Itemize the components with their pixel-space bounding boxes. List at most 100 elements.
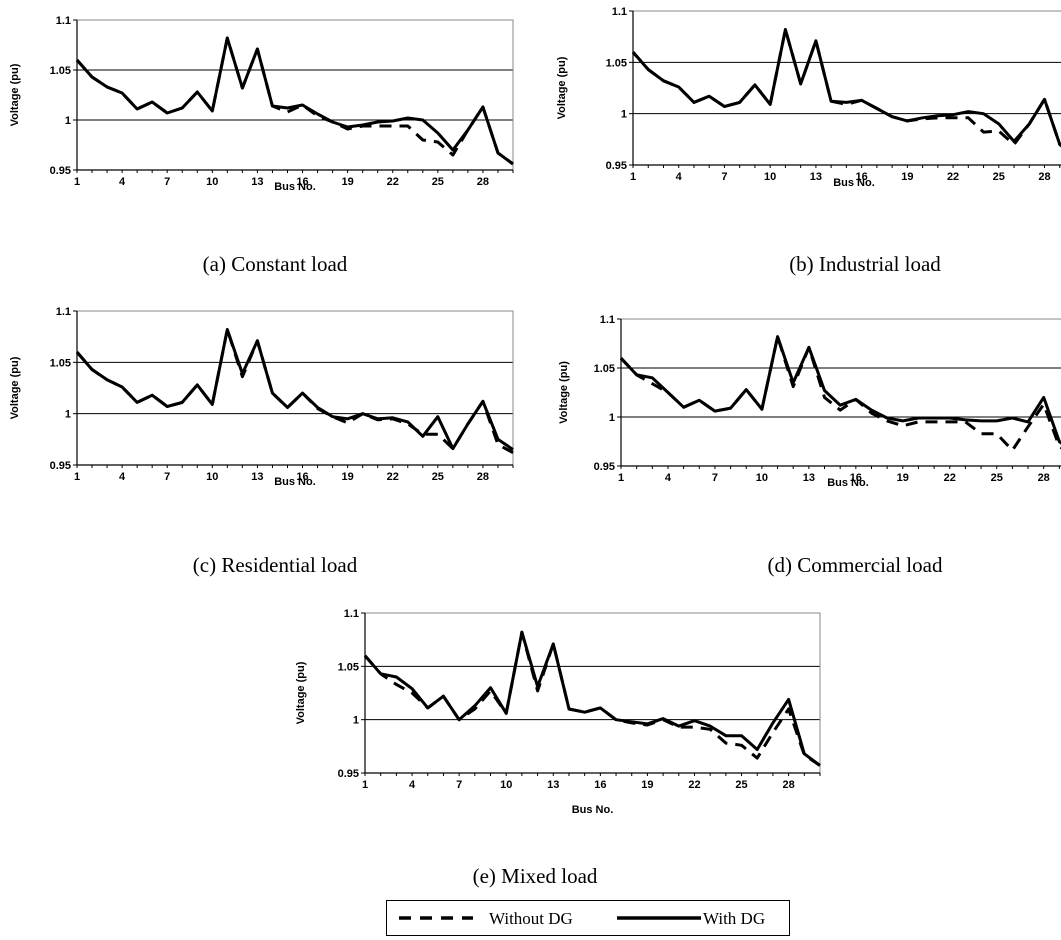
y-axis-label: Voltage (pu)	[9, 63, 21, 126]
x-axis-label: Bus No.	[274, 476, 316, 488]
y-axis-label: Voltage (pu)	[295, 661, 307, 724]
x-tick-label: 28	[477, 471, 489, 483]
series-line-with-dg	[75, 328, 514, 451]
y-tick-label: 0.95	[50, 165, 71, 177]
x-tick-label: 19	[901, 171, 913, 183]
chart-panel-mixed-load: 0.95 1 1.05 1.1 1 4 7 10 13 16 19 22 25 28 Bus No. Volt…	[280, 600, 821, 830]
y-tick-label: 1.05	[594, 363, 615, 375]
x-axis-label: Bus No.	[572, 804, 614, 816]
x-tick-label: 7	[456, 779, 462, 791]
x-tick-label: 4	[119, 471, 126, 483]
x-tick-label: 13	[251, 176, 263, 188]
chart-panel-constant-load: 0.95 1 1.05 1.1 1 4 7 10 13 16 19 22 25 28 Bus No. Volt…	[0, 0, 520, 200]
x-tick-label: 19	[897, 472, 909, 484]
x-tick-label: 10	[500, 779, 512, 791]
series-line-without-dg	[631, 28, 1061, 148]
x-tick-label: 13	[810, 171, 822, 183]
y-tick-label: 0.95	[606, 160, 627, 172]
chart-panel-residential-load: 0.95 1 1.05 1.1 1 4 7 10 13 16 19 22 25 28 Bus No. Volt…	[0, 300, 520, 500]
x-tick-label: 16	[855, 171, 867, 183]
y-tick-label: 1	[65, 115, 71, 127]
y-tick-label: 1.1	[600, 314, 615, 326]
x-tick-label: 16	[296, 176, 308, 188]
x-tick-label: 1	[74, 471, 80, 483]
legend-label-with-dg: With DG	[703, 909, 766, 928]
y-tick-label: 0.95	[338, 768, 359, 780]
x-tick-label: 1	[74, 176, 80, 188]
y-tick-label: 1.05	[338, 661, 359, 673]
y-tick-label: 1	[353, 715, 359, 727]
x-tick-label: 22	[944, 472, 956, 484]
y-tick-label: 1.05	[606, 57, 627, 69]
x-axis-label: Bus No.	[827, 477, 869, 489]
x-tick-label: 25	[991, 472, 1003, 484]
series-line-without-dg	[75, 36, 514, 166]
x-tick-label: 19	[641, 779, 653, 791]
caption-mixed-load: (e) Mixed load	[472, 864, 598, 888]
plot-area	[632, 10, 1061, 166]
y-tick-label: 0.95	[50, 460, 71, 472]
x-axis-label: Bus No.	[833, 177, 875, 189]
y-tick-label: 1.1	[56, 15, 71, 27]
chart-legend: Without DG With DG	[386, 900, 790, 936]
x-tick-label: 4	[665, 472, 672, 484]
y-tick-label: 1.1	[56, 306, 71, 318]
x-tick-label: 16	[594, 779, 606, 791]
y-axis-label: Voltage (pu)	[9, 356, 21, 419]
x-tick-label: 13	[803, 472, 815, 484]
x-tick-label: 7	[164, 176, 170, 188]
series-line-with-dg	[75, 36, 514, 166]
x-tick-label: 1	[630, 171, 636, 183]
y-axis-label: Voltage (pu)	[558, 361, 570, 424]
series-line-with-dg	[631, 28, 1061, 148]
x-tick-label: 1	[362, 779, 368, 791]
x-tick-label: 28	[1038, 171, 1050, 183]
caption-residential-load: (c) Residential load	[192, 553, 358, 577]
x-tick-label: 19	[341, 176, 353, 188]
caption-industrial-load: (b) Industrial load	[789, 252, 941, 276]
plot-area	[620, 318, 1061, 467]
x-tick-label: 10	[206, 471, 218, 483]
x-tick-label: 13	[547, 779, 559, 791]
x-tick-label: 4	[119, 176, 126, 188]
x-tick-label: 4	[676, 171, 683, 183]
x-tick-label: 10	[206, 176, 218, 188]
y-tick-label: 1	[621, 109, 627, 121]
x-tick-label: 19	[341, 471, 353, 483]
plot-area	[76, 19, 514, 171]
y-tick-label: 1	[609, 412, 615, 424]
x-tick-label: 13	[251, 471, 263, 483]
x-tick-label: 7	[164, 471, 170, 483]
x-tick-label: 7	[712, 472, 718, 484]
x-tick-label: 28	[782, 779, 794, 791]
y-tick-label: 1.05	[50, 357, 71, 369]
legend-swatches	[399, 916, 701, 920]
y-axis-label: Voltage (pu)	[556, 56, 568, 119]
chart-panel-commercial-load: 0.95 1 1.05 1.1 1 4 7 10 13 16 19 22 25 28 Bus No. Volt…	[545, 300, 1061, 500]
series-line-without-dg	[619, 335, 1061, 452]
chart-panel-industrial-load: 0.95 1 1.05 1.1 1 4 7 10 13 16 19 22 25 28 Bus No. Volt…	[545, 0, 1061, 200]
y-tick-label: 1	[65, 409, 71, 421]
caption-constant-load: (a) Constant load	[202, 252, 348, 276]
x-tick-label: 4	[409, 779, 416, 791]
y-tick-label: 1.1	[612, 6, 627, 18]
x-tick-label: 25	[735, 779, 747, 791]
x-tick-label: 25	[432, 176, 444, 188]
x-tick-label: 22	[688, 779, 700, 791]
legend-label-without-dg: Without DG	[489, 909, 573, 928]
x-tick-label: 25	[993, 171, 1005, 183]
plot-area	[364, 612, 821, 774]
x-tick-label: 22	[387, 176, 399, 188]
x-tick-label: 22	[947, 171, 959, 183]
y-tick-label: 1.1	[344, 608, 359, 620]
x-tick-label: 22	[387, 471, 399, 483]
x-tick-label: 1	[618, 472, 624, 484]
x-tick-label: 10	[764, 171, 776, 183]
x-tick-label: 10	[756, 472, 768, 484]
y-tick-label: 1.05	[50, 65, 71, 77]
caption-commercial-load: (d) Commercial load	[767, 553, 943, 577]
